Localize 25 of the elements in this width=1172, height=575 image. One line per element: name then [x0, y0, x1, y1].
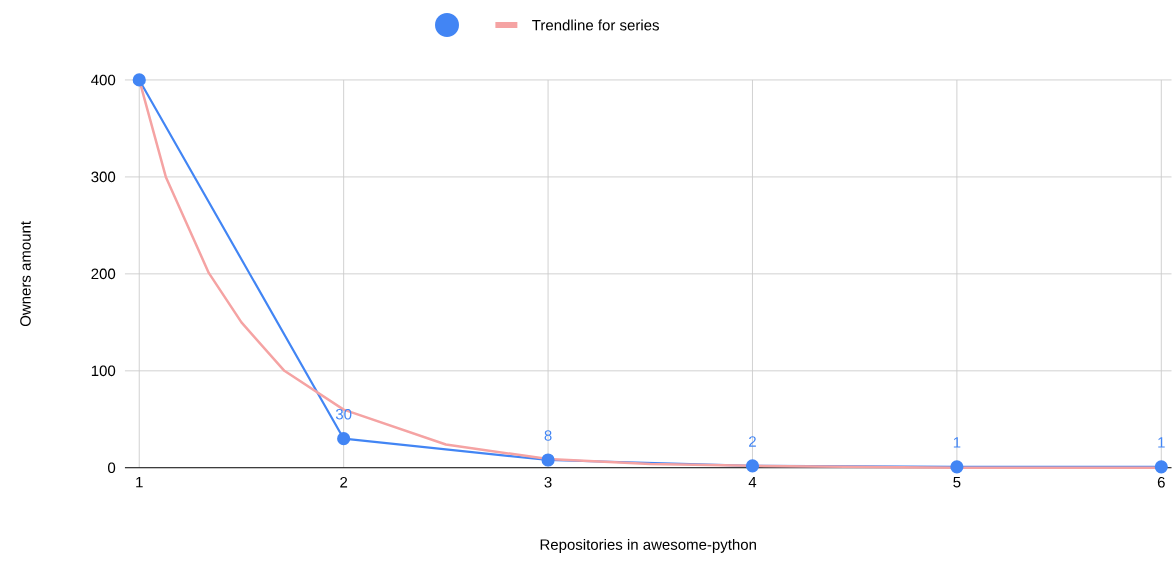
y-axis-title: Owners amount — [20, 221, 31, 327]
data-label: 30 — [335, 409, 352, 420]
data-label: 2 — [749, 436, 756, 447]
x-tick-label: 4 — [748, 477, 757, 488]
x-tick-label: 2 — [340, 477, 348, 488]
x-tick-label: 6 — [1157, 477, 1165, 488]
legend-label: Trendline for series — [532, 19, 659, 31]
data-label: 8 — [544, 430, 552, 441]
x-tick-label: 1 — [136, 477, 143, 488]
x-axis-title: Repositories in awesome-python — [540, 539, 756, 554]
y-tick-label: 400 — [91, 74, 116, 86]
data-label: 1 — [953, 437, 961, 448]
point — [745, 459, 760, 473]
data-label: 1 — [1158, 437, 1165, 448]
x-tick-label: 3 — [544, 477, 552, 488]
point — [1154, 460, 1168, 474]
point — [337, 432, 351, 446]
point — [950, 460, 964, 474]
y-tick-label: 0 — [108, 462, 116, 474]
y-tick-label: 100 — [91, 365, 116, 377]
point — [541, 453, 555, 467]
x-tick-label: 5 — [953, 477, 961, 488]
point — [132, 73, 146, 87]
y-tick-label: 300 — [91, 171, 116, 183]
y-tick-label: 200 — [91, 268, 116, 280]
